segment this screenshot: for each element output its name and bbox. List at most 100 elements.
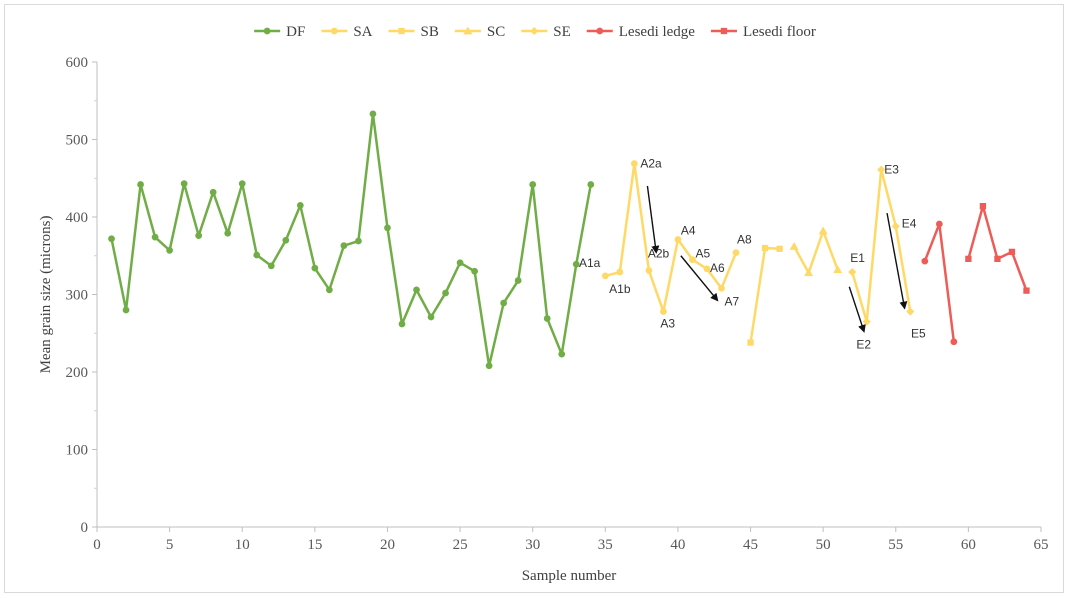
- data-point-df: [325, 286, 333, 294]
- annotation-arrow: [680, 255, 719, 302]
- data-point-df: [340, 242, 348, 250]
- data-point-sa: [630, 160, 638, 167]
- x-tick-label: 15: [307, 537, 322, 553]
- legend-marker-sa: [330, 27, 338, 35]
- annotation-label: A2a: [640, 157, 662, 171]
- legend-item-sb: SB: [388, 24, 439, 40]
- annotation-label: E4: [902, 216, 917, 230]
- legend-label-sa: SA: [353, 24, 372, 40]
- legend-item-lesedi-ledge: Lesedi ledge: [586, 24, 696, 40]
- y-axis-title: Mean grain size (microns): [38, 216, 54, 374]
- y-tick-label: 400: [66, 210, 89, 226]
- x-tick-label: 65: [1034, 537, 1049, 553]
- data-point-df: [253, 251, 261, 259]
- annotation-arrows: [646, 185, 908, 333]
- data-point-df: [180, 180, 188, 188]
- annotation-label: E2: [856, 338, 871, 352]
- data-point-df: [195, 232, 203, 239]
- x-tick-label: 20: [380, 537, 395, 553]
- annotation-arrow: [646, 185, 660, 254]
- x-tick-label: 30: [525, 537, 540, 553]
- series-sa: [601, 160, 740, 315]
- x-tick-label: 45: [743, 537, 758, 553]
- series-sb: [747, 244, 783, 346]
- series-df: [108, 110, 595, 370]
- data-point-df: [514, 277, 522, 284]
- data-point-se: [877, 165, 886, 174]
- data-point-se: [848, 267, 857, 277]
- data-point-lesedi-ledge: [921, 257, 929, 265]
- data-point-sc: [804, 268, 814, 277]
- data-point-df: [355, 237, 362, 245]
- data-point-df: [108, 235, 115, 243]
- legend-label-lesedi-ledge: Lesedi ledge: [619, 24, 696, 40]
- annotation-label: A4: [681, 223, 696, 237]
- chart-legend: DF SA SB SC SE Lesedi ledge Lesedi floor: [254, 24, 816, 40]
- y-tick-label: 0: [81, 520, 89, 536]
- data-point-df: [122, 306, 130, 314]
- data-point-df: [151, 233, 159, 241]
- data-point-lesedi-ledge: [935, 220, 943, 228]
- data-point-se: [906, 307, 915, 316]
- data-point-sa: [718, 284, 725, 292]
- data-point-sa: [689, 256, 696, 263]
- legend-item-se: SE: [521, 24, 571, 40]
- legend-item-sa: SA: [321, 24, 373, 40]
- data-point-df: [413, 286, 420, 294]
- data-point-df: [543, 315, 551, 322]
- annotation-label: E3: [884, 163, 899, 177]
- legend-item-lesedi-floor: Lesedi floor: [710, 24, 816, 40]
- data-point-df: [311, 264, 319, 272]
- series-line-se: [851, 168, 912, 323]
- legend-label-lesedi-floor: Lesedi floor: [743, 24, 816, 40]
- x-tick-label: 10: [235, 537, 250, 553]
- data-point-df: [572, 260, 580, 268]
- chart-frame: [4, 4, 1064, 593]
- data-point-df: [282, 236, 290, 244]
- legend-label-se: SE: [553, 24, 571, 40]
- legend-marker-df: [263, 27, 271, 35]
- legend-label-sb: SB: [421, 24, 439, 40]
- legend-item-sc: SC: [454, 24, 505, 40]
- legend-item-df: DF: [254, 24, 305, 40]
- legend-marker-sc: [463, 26, 473, 35]
- x-tick-label: 50: [816, 537, 831, 553]
- data-point-sc: [833, 265, 843, 274]
- data-point-lesedi-ledge: [950, 338, 958, 346]
- data-point-df: [471, 267, 478, 275]
- data-point-sc: [818, 226, 828, 235]
- data-point-df: [558, 350, 566, 358]
- series-lesedi-ledge: [921, 220, 958, 346]
- data-point-lesedi-floor: [979, 203, 987, 210]
- data-point-df: [369, 110, 377, 118]
- series-line-sb: [749, 246, 780, 343]
- series-line-sc: [793, 229, 839, 275]
- x-axis-title: Sample number: [522, 568, 617, 584]
- annotation-label: A5: [695, 247, 710, 261]
- y-tick-label: 500: [66, 133, 89, 149]
- data-point-sc: [789, 241, 799, 250]
- data-point-df: [398, 320, 406, 328]
- x-tick-label: 5: [166, 537, 174, 553]
- data-point-lesedi-floor: [994, 255, 1001, 262]
- x-tick-label: 25: [453, 537, 468, 553]
- x-tick-label: 35: [598, 537, 613, 553]
- data-point-df: [137, 181, 144, 188]
- y-tick-label: 300: [66, 288, 89, 304]
- series-line-lesedi-ledge: [923, 222, 956, 342]
- legend-label-sc: SC: [487, 24, 505, 40]
- data-point-df: [456, 259, 464, 267]
- annotation-label: A3: [660, 317, 675, 331]
- annotation-label: E1: [850, 251, 865, 265]
- data-point-df: [529, 181, 537, 188]
- data-point-sa: [660, 308, 667, 315]
- data-point-se: [862, 317, 871, 326]
- data-point-lesedi-floor: [1008, 248, 1016, 256]
- legend-marker-lesedi-floor: [720, 27, 728, 35]
- chart-axes: 0 100 200 300 400 500 600 0 5 10 15 20 25 30 35 40 45 50 5…: [66, 55, 1049, 553]
- series-line-sa: [604, 162, 738, 313]
- data-point-sb: [776, 245, 783, 252]
- series-se: [848, 165, 915, 326]
